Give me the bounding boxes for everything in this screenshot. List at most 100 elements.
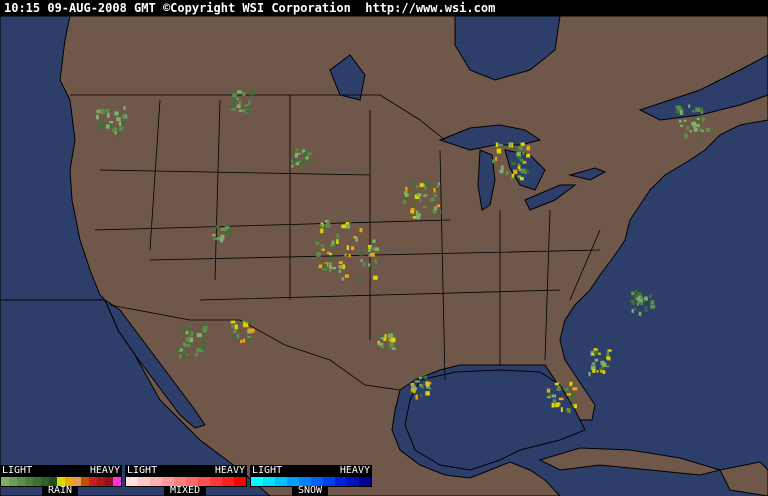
radar-echo	[700, 107, 704, 110]
radar-echo	[551, 402, 555, 408]
radar-echo	[552, 399, 556, 405]
radar-echo	[374, 247, 380, 252]
radar-echo	[180, 350, 184, 355]
radar-echo	[357, 277, 362, 281]
radar-echo	[345, 222, 350, 225]
radar-echo	[571, 395, 576, 399]
radar-echo	[633, 307, 637, 311]
radar-echo	[380, 337, 384, 340]
radar-echo	[698, 133, 702, 138]
radar-echo	[419, 375, 423, 379]
radar-echo	[121, 121, 125, 126]
radar-echo	[246, 109, 251, 113]
radar-echo	[331, 240, 335, 245]
radar-echo	[106, 110, 110, 113]
radar-echo	[678, 119, 682, 123]
radar-echo	[348, 254, 351, 258]
radar-echo	[109, 120, 114, 124]
baja-california	[103, 298, 206, 429]
radar-echo	[116, 117, 121, 122]
radar-echo	[298, 152, 301, 155]
radar-echo	[355, 236, 358, 242]
pacific-coast	[0, 15, 107, 301]
radar-echo	[338, 269, 342, 273]
radar-echo	[238, 100, 242, 105]
radar-echo	[212, 233, 216, 237]
radar-echo	[495, 157, 498, 161]
radar-echo	[110, 123, 113, 129]
radar-echo	[325, 223, 331, 228]
radar-echo	[521, 168, 526, 174]
radar-echo	[414, 194, 420, 199]
radar-echo	[196, 348, 201, 353]
radar-echo	[636, 291, 642, 296]
legend-light: LIGHT	[127, 465, 158, 476]
scale-swatch	[49, 477, 57, 486]
radar-echo	[675, 111, 680, 114]
radar-echo	[695, 124, 701, 128]
radar-echo	[290, 160, 294, 163]
radar-echo	[96, 114, 99, 120]
url-link[interactable]: http://www.wsi.com	[365, 1, 496, 15]
radar-echo	[405, 192, 409, 198]
radar-echo	[101, 123, 105, 127]
radar-echo	[242, 338, 246, 343]
radar-echo	[195, 352, 198, 358]
radar-echo	[685, 126, 690, 130]
radar-echo	[295, 162, 300, 166]
radar-echo	[551, 394, 556, 398]
scale-swatch	[65, 477, 73, 486]
radar-echo	[509, 142, 512, 147]
radar-echo	[410, 210, 415, 213]
radar-echo	[305, 150, 309, 153]
radar-echo	[351, 246, 355, 250]
radar-echo	[513, 145, 516, 151]
radar-echo	[247, 337, 252, 343]
radar-echo	[183, 329, 187, 333]
radar-echo	[437, 204, 440, 208]
radar-echo	[518, 168, 522, 172]
james-bay-area	[454, 15, 561, 81]
radar-echo	[596, 370, 599, 373]
radar-echo	[434, 206, 438, 211]
radar-echo	[341, 224, 347, 229]
hispaniola	[719, 461, 768, 496]
radar-echo	[554, 402, 560, 408]
radar-echo	[705, 127, 711, 132]
radar-echo	[433, 188, 436, 193]
scale-swatch	[33, 477, 41, 486]
radar-echo	[362, 262, 366, 267]
radar-echo	[403, 199, 407, 204]
legend-name: SNOW	[292, 486, 329, 496]
radar-echo	[106, 112, 110, 118]
radar-echoes	[96, 90, 711, 413]
radar-echo	[332, 266, 337, 270]
scale-swatch	[323, 477, 335, 486]
radar-echo	[226, 224, 230, 228]
radar-echo	[410, 388, 416, 392]
radar-echo	[516, 151, 521, 157]
cuba	[538, 447, 722, 476]
scale-swatch	[186, 477, 198, 486]
radar-echo	[348, 221, 352, 225]
radar-echo	[223, 226, 227, 231]
radar-echo	[330, 244, 334, 248]
radar-echo	[684, 133, 688, 139]
radar-echo	[300, 160, 306, 166]
radar-echo	[505, 170, 509, 176]
radar-echo	[322, 267, 328, 271]
radar-echo	[96, 109, 100, 114]
radar-echo	[436, 210, 442, 214]
radar-echo	[234, 324, 238, 330]
radar-echo	[114, 111, 119, 116]
radar-echo	[227, 228, 233, 232]
scale-swatch	[150, 477, 162, 486]
radar-echo	[248, 100, 251, 105]
scale-swatch	[162, 477, 174, 486]
radar-echo	[419, 198, 422, 203]
scale-swatch	[25, 477, 33, 486]
radar-echo	[640, 301, 643, 306]
radar-echo	[435, 185, 440, 188]
radar-echo	[693, 125, 696, 129]
legend-heavy: HEAVY	[214, 465, 245, 476]
